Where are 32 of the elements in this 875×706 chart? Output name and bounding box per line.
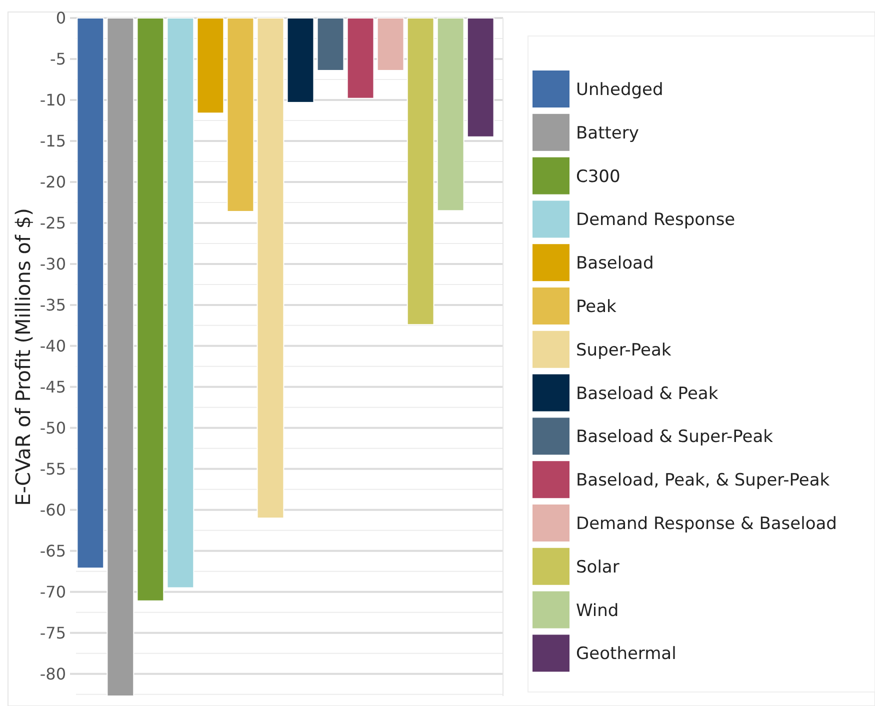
y-tick-label: -65 <box>40 541 66 560</box>
y-tick-label: -15 <box>40 132 66 151</box>
legend-label: Demand Response <box>576 210 736 230</box>
legend-label: Peak <box>576 296 617 317</box>
y-tick-label: -35 <box>40 296 66 315</box>
y-tick-label: -45 <box>40 378 66 397</box>
y-tick-label: -50 <box>40 418 66 438</box>
legend-label: Wind <box>576 600 619 621</box>
legend-label: Baseload <box>576 254 654 274</box>
y-tick-label: -10 <box>40 90 66 110</box>
legend-label: Super-Peak <box>576 340 672 360</box>
legend-label: Geothermal <box>576 644 676 664</box>
legend-label: C300 <box>576 166 620 187</box>
y-tick-label: -60 <box>40 500 66 520</box>
y-tick-label: -80 <box>40 664 66 684</box>
legend-label: Solar <box>576 557 620 578</box>
y-tick-label: -30 <box>40 254 66 274</box>
y-tick-label: -20 <box>40 172 66 192</box>
legend-label: Demand Response & Baseload <box>576 514 837 534</box>
legend-label: Baseload & Super-Peak <box>576 427 774 448</box>
legend-label: Battery <box>576 123 639 144</box>
y-tick-label: -25 <box>40 214 66 233</box>
y-axis-title: E-CVaR of Profit (Millions of $) <box>11 208 35 506</box>
y-tick-label: -55 <box>40 460 66 479</box>
y-tick-label: -75 <box>40 623 66 642</box>
legend-label: Unhedged <box>576 80 664 100</box>
y-tick-label: 0 <box>56 8 66 28</box>
legend-label: Baseload & Peak <box>576 384 718 404</box>
y-tick-label: -70 <box>40 582 66 602</box>
y-tick-label: -5 <box>50 50 66 69</box>
legend-label: Baseload, Peak, & Super-Peak <box>576 470 830 491</box>
y-tick-label: -40 <box>40 336 66 356</box>
